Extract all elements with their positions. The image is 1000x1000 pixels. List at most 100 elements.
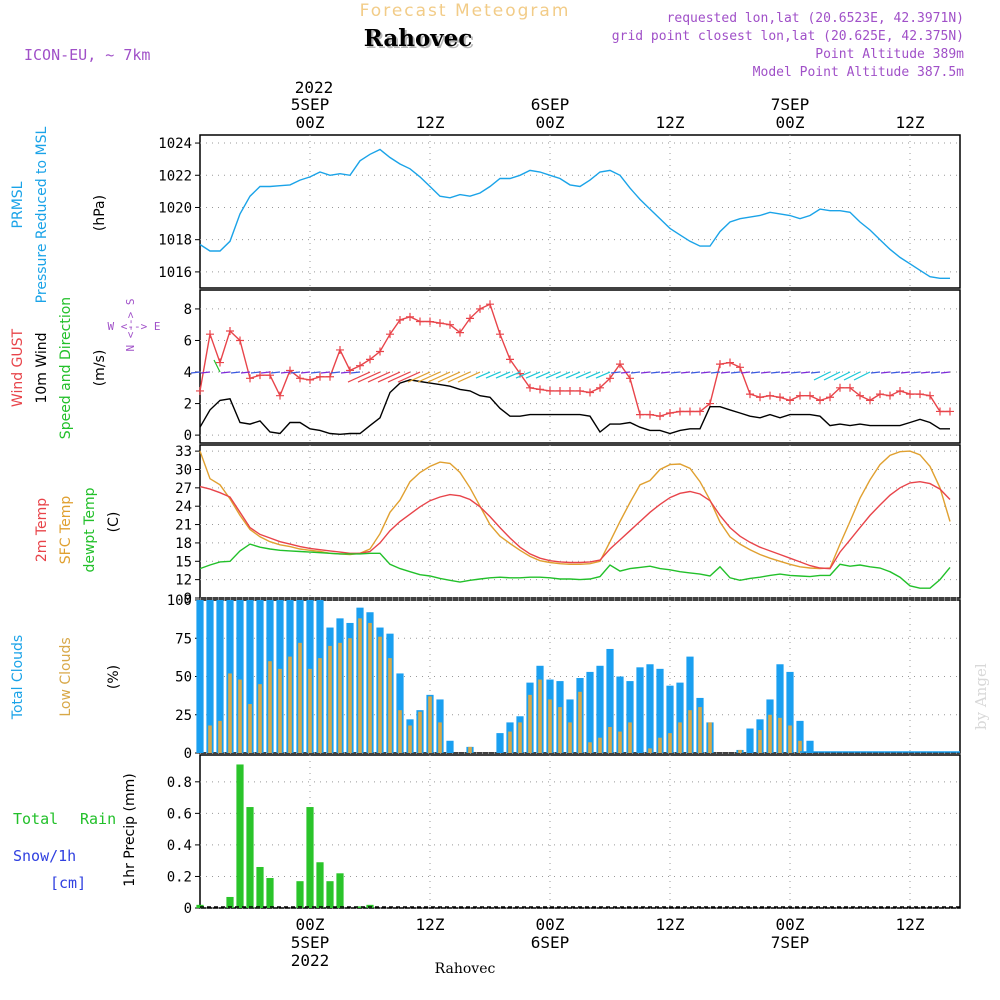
wind-gust-marker [216,358,224,367]
clouds-ytick-label: 0 [184,746,192,762]
time-tick-top: 12Z [416,113,445,132]
wind-direction-arrow [800,371,811,374]
wind-direction-arrow [535,371,551,379]
wind-gust-marker [776,393,784,402]
wind-direction-arrow [833,371,851,381]
date-label-top: 7SEP [771,95,810,114]
wind-direction-arrow [610,371,621,374]
pressure-ytick-label: 1018 [158,233,192,249]
pressure-unit: (hPa) [92,195,108,231]
wind-direction-arrow [813,371,831,381]
wind-direction-arrow [920,371,931,374]
low-clouds-bar [528,694,532,753]
wind-gust-marker [316,372,324,381]
total-clouds-bar [256,600,264,753]
wind-direction-arrow [900,371,911,374]
wind-direction-arrow [930,371,941,374]
wind-gust-marker [396,315,404,324]
date-label-bottom: 7SEP [771,933,810,952]
wind-unit: (m/s) [92,350,108,387]
low-clouds-bar [658,737,662,753]
low-clouds-bar [568,722,572,753]
total-clouds-bar [496,733,504,753]
wind-direction-arrow [585,371,601,379]
total-clouds-bar [206,600,214,753]
wind-gust-marker [296,374,304,383]
wind-ytick-label: 4 [184,365,192,381]
low-clouds-bar [268,661,272,753]
sfc-temp-line [199,450,951,570]
total-clouds-bar [236,600,244,753]
wind-gust-marker [926,391,934,400]
grid-point-coords: grid point closest lon,lat (20.625E, 42.… [612,29,964,44]
low-clouds-bar [278,668,282,753]
wind-gust-marker [336,345,344,354]
low-clouds-bar [378,636,382,753]
model-label: ICON-EU, ~ 7km [24,46,150,64]
wind-direction-arrow [853,371,871,381]
wind-gust-marker [836,383,844,392]
wind-gust-marker [366,355,374,364]
total-clouds-bar [686,656,694,753]
wind-gust-marker [246,374,254,383]
low-clouds-bar [328,645,332,753]
wind-direction-arrow [710,371,721,374]
wind-gust-marker [546,386,554,395]
compass-ns-label: N <--> S [124,299,137,352]
year-label-bottom: 2022 [291,951,330,970]
low-clouds-bar [238,679,242,753]
wind-direction-arrow [357,371,381,383]
wind-ytick-label: 6 [184,333,192,349]
wind-gust-marker [686,407,694,416]
panel-pressure: 1016 1018 1020 1022 1024 [158,134,961,289]
clouds-ytick-label: 25 [175,708,192,724]
wind-direction-arrow [680,371,691,374]
clouds-ytick-label: 100 [167,593,192,609]
total-clouds-bar [806,740,814,753]
wind-gust-marker [486,300,494,309]
wind-gust-marker [886,391,894,400]
requested-coords: requested lon,lat (20.6523E, 42.3971N) [667,11,964,26]
total-clouds-bar [216,600,224,753]
footer-location: Rahovec [435,961,496,977]
date-label-top: 5SEP [291,95,330,114]
wind-gust-marker [426,317,434,326]
low-clouds-bar [508,731,512,753]
wind-gust-marker [556,386,564,395]
low-clouds-label: Low Clouds [58,637,74,716]
low-clouds-bar [548,699,552,753]
wind-gust-marker [606,374,614,383]
low-clouds-bar [778,717,782,753]
temp-dewpt-label: dewpt Temp [82,487,98,572]
model-altitude: Model Point Altitude 387.5m [753,65,964,80]
low-clouds-bar [438,722,442,753]
low-clouds-bar [668,733,672,753]
wind-gust-marker [226,327,234,336]
wind-direction-arrow [250,371,261,374]
total-clouds-bar [196,600,204,753]
precip-frame [199,754,961,909]
time-tick-bottom: 00Z [536,915,565,934]
wind-ytick-label: 0 [184,428,192,444]
wind-frame [199,289,961,444]
wind-gust-marker [566,386,574,395]
low-clouds-bar [228,673,232,753]
wind-gust-marker [236,336,244,345]
low-clouds-bar [288,656,292,753]
low-clouds-bar [348,638,352,753]
total-clouds-bar [586,671,594,753]
time-tick-bottom: 12Z [896,915,925,934]
total-clouds-bar [446,740,454,753]
rain-bar [266,878,274,908]
temperature-ytick-label: 21 [175,518,192,534]
rain-bar [336,873,344,908]
wind-direction-arrow [565,371,581,379]
wind-direction-arrow [347,371,371,383]
wind-direction-arrow [377,371,401,383]
low-clouds-bar [388,658,392,753]
wind-direction-arrow [700,371,711,374]
low-clouds-bar [338,642,342,753]
wind-direction-arrow [230,371,241,374]
wind-gust-marker [596,383,604,392]
wind-direction-arrow [280,371,291,374]
